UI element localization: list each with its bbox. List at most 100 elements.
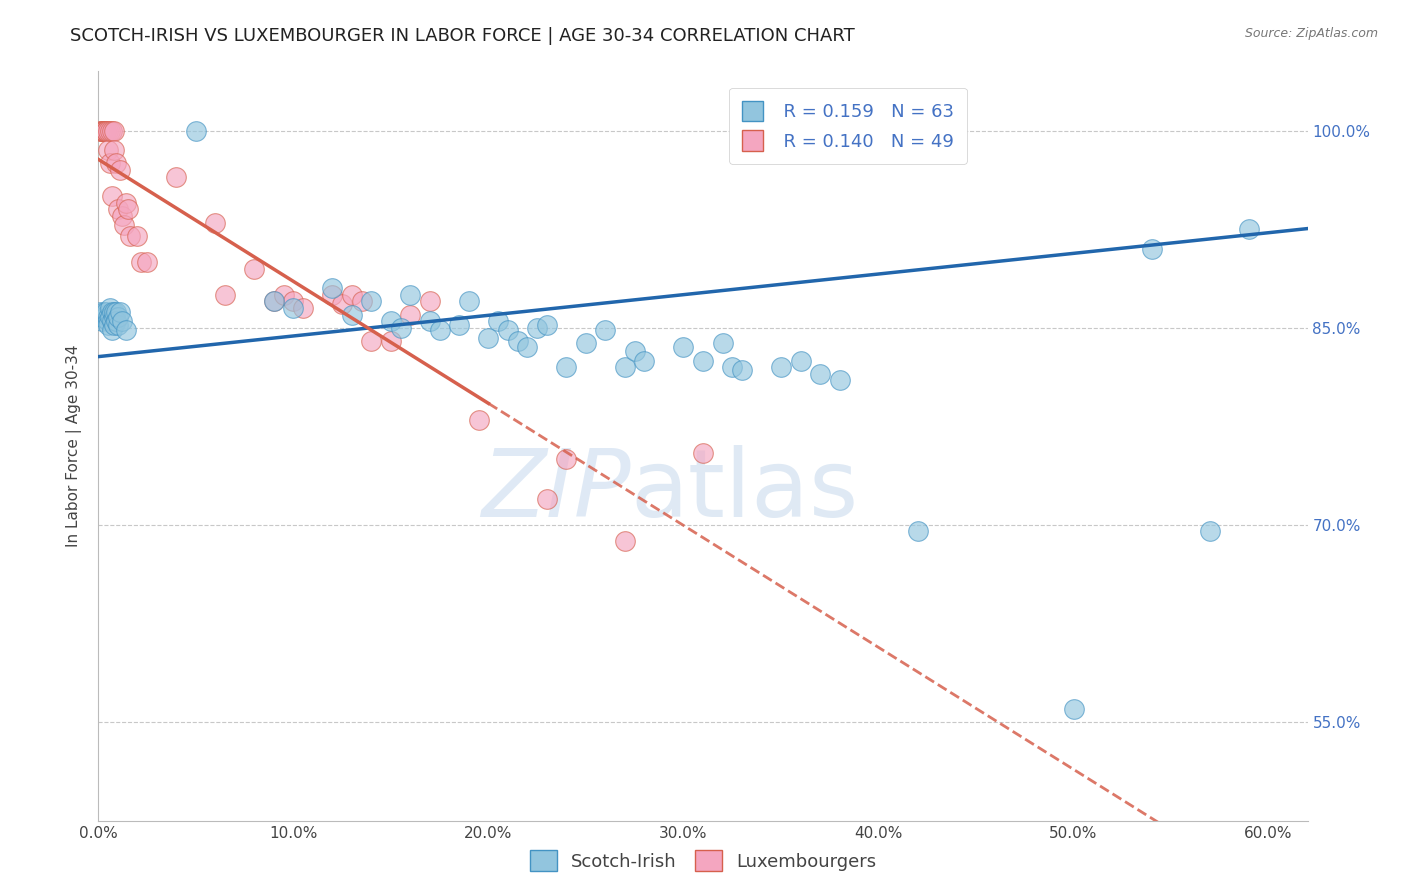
- Point: [118, 228, 141, 243]
- Point: [263, 294, 285, 309]
- Text: Source: ZipAtlas.com: Source: ZipAtlas.com: [1244, 27, 1378, 40]
- Point: [536, 318, 558, 332]
- Point: [104, 305, 127, 319]
- Point: [93, 123, 115, 137]
- Point: [526, 320, 548, 334]
- Point: [506, 334, 529, 348]
- Point: [360, 294, 382, 309]
- Point: [96, 123, 118, 137]
- Point: [98, 301, 121, 315]
- Point: [380, 314, 402, 328]
- Point: [389, 320, 412, 334]
- Point: [96, 308, 118, 322]
- Point: [101, 123, 124, 137]
- Point: [828, 373, 851, 387]
- Point: [103, 318, 125, 332]
- Point: [91, 123, 114, 137]
- Point: [614, 360, 637, 375]
- Point: [104, 314, 127, 328]
- Point: [429, 323, 451, 337]
- Point: [101, 314, 124, 328]
- Legend: Scotch-Irish, Luxembourgers: Scotch-Irish, Luxembourgers: [523, 843, 883, 879]
- Point: [96, 123, 118, 137]
- Y-axis label: In Labor Force | Age 30-34: In Labor Force | Age 30-34: [66, 344, 83, 548]
- Point: [107, 318, 129, 332]
- Point: [419, 294, 441, 309]
- Legend:   R = 0.159   N = 63,   R = 0.140   N = 49: R = 0.159 N = 63, R = 0.140 N = 49: [730, 88, 967, 164]
- Point: [614, 533, 637, 548]
- Point: [101, 305, 124, 319]
- Point: [769, 360, 792, 375]
- Point: [184, 123, 207, 137]
- Point: [283, 301, 305, 315]
- Point: [721, 360, 744, 375]
- Point: [93, 311, 115, 326]
- Text: ZIP: ZIP: [481, 445, 630, 536]
- Point: [98, 156, 121, 170]
- Point: [103, 123, 125, 137]
- Point: [789, 353, 811, 368]
- Point: [93, 123, 115, 137]
- Point: [711, 336, 734, 351]
- Point: [449, 318, 471, 332]
- Point: [808, 367, 831, 381]
- Point: [89, 305, 111, 319]
- Point: [107, 202, 129, 217]
- Point: [108, 305, 131, 319]
- Point: [214, 288, 236, 302]
- Point: [91, 314, 114, 328]
- Point: [907, 524, 929, 539]
- Point: [555, 360, 578, 375]
- Point: [623, 344, 645, 359]
- Point: [97, 143, 120, 157]
- Point: [419, 314, 441, 328]
- Point: [165, 169, 187, 184]
- Point: [98, 310, 121, 325]
- Point: [111, 209, 134, 223]
- Point: [555, 452, 578, 467]
- Point: [477, 331, 499, 345]
- Point: [360, 334, 382, 348]
- Point: [1199, 524, 1222, 539]
- Point: [103, 143, 125, 157]
- Point: [97, 318, 120, 332]
- Point: [114, 323, 136, 337]
- Point: [103, 310, 125, 325]
- Point: [633, 353, 655, 368]
- Point: [136, 255, 159, 269]
- Point: [283, 294, 305, 309]
- Point: [692, 445, 714, 459]
- Point: [101, 189, 124, 203]
- Point: [91, 123, 114, 137]
- Point: [101, 323, 124, 337]
- Point: [292, 301, 315, 315]
- Point: [536, 491, 558, 506]
- Point: [350, 294, 373, 309]
- Text: atlas: atlas: [630, 445, 859, 537]
- Point: [97, 123, 120, 137]
- Point: [107, 310, 129, 325]
- Point: [672, 340, 695, 354]
- Point: [93, 305, 115, 319]
- Point: [731, 363, 754, 377]
- Point: [108, 163, 131, 178]
- Point: [1237, 222, 1260, 236]
- Point: [380, 334, 402, 348]
- Point: [98, 123, 121, 137]
- Point: [97, 314, 120, 328]
- Point: [103, 305, 125, 319]
- Point: [93, 123, 115, 137]
- Point: [91, 123, 114, 137]
- Point: [127, 228, 149, 243]
- Point: [1140, 242, 1163, 256]
- Point: [496, 323, 519, 337]
- Point: [595, 323, 617, 337]
- Point: [458, 294, 481, 309]
- Point: [111, 314, 134, 328]
- Point: [89, 123, 111, 137]
- Point: [1063, 702, 1085, 716]
- Point: [112, 218, 135, 232]
- Point: [204, 215, 226, 229]
- Point: [263, 294, 285, 309]
- Point: [399, 308, 422, 322]
